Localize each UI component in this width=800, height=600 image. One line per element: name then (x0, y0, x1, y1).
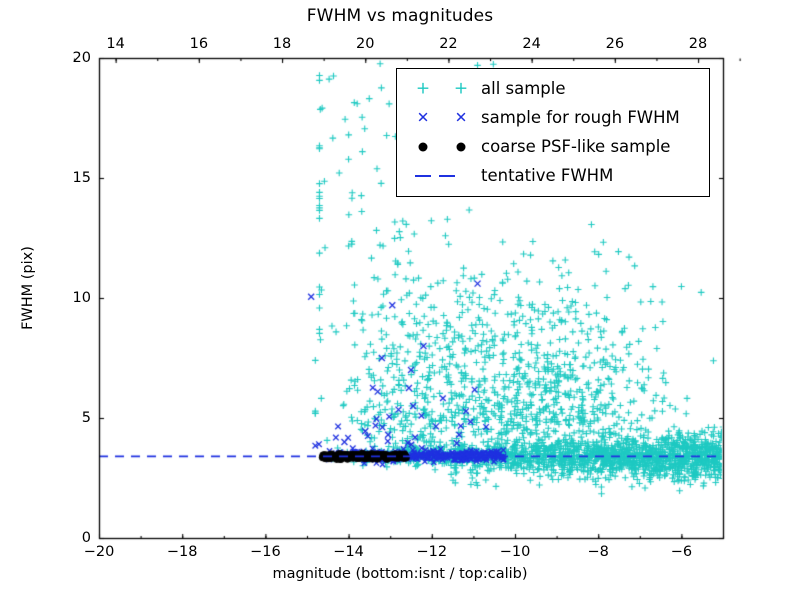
x-tick-bottom: −18 (166, 544, 198, 560)
x-tick-bottom: −10 (499, 544, 531, 560)
x-tick-top: 16 (189, 36, 209, 52)
y-tick: 5 (81, 410, 91, 426)
x-tick-bottom: −14 (333, 544, 364, 560)
legend-label-psf-like: coarse PSF-like sample (481, 137, 671, 156)
x-tick-top: 22 (439, 36, 458, 52)
y-tick: 15 (72, 170, 91, 186)
dash-segment-icon (439, 174, 455, 177)
y-tick: 20 (72, 50, 91, 66)
chart-title: FWHM vs magnitudes (306, 6, 494, 26)
x-tick-top: 28 (688, 36, 708, 52)
legend-marker-all-sample: + + (405, 77, 481, 101)
x-tick-top: 20 (356, 36, 375, 52)
legend-marker-psf-like (405, 135, 481, 159)
legend-item-tentative-fwhm: tentative FWHM (405, 161, 701, 190)
x-axis-label: magnitude (bottom:isnt / top:calib) (272, 566, 528, 582)
cross-icon: ✕ (416, 108, 430, 126)
x-tick-bottom: −12 (416, 544, 448, 560)
x-tick-bottom: −6 (670, 544, 693, 560)
cross-icon: ✕ (454, 108, 468, 126)
legend-label-all-sample: all sample (481, 79, 566, 98)
dash-segment-icon (415, 174, 431, 177)
legend-item-rough-fwhm: ✕ ✕ sample for rough FWHM (405, 103, 701, 132)
legend-marker-tentative-fwhm (405, 164, 481, 188)
plus-icon: + (415, 78, 431, 98)
x-tick-top: 24 (522, 36, 541, 52)
y-tick: 0 (81, 530, 91, 546)
plus-icon: + (453, 78, 469, 98)
dot-icon (456, 142, 466, 151)
dot-icon (418, 142, 428, 151)
legend-marker-rough-fwhm: ✕ ✕ (405, 106, 481, 130)
y-tick: 10 (72, 290, 91, 306)
x-tick-bottom: −8 (587, 544, 609, 560)
y-axis-label: FWHM (pix) (20, 246, 36, 330)
legend-label-tentative-fwhm: tentative FWHM (481, 166, 614, 185)
x-tick-top: 18 (272, 36, 292, 52)
x-tick-top: 14 (106, 36, 125, 52)
chart-legend: + + all sample ✕ ✕ sample for rough FWHM… (396, 68, 710, 197)
legend-label-rough-fwhm: sample for rough FWHM (481, 108, 680, 127)
x-tick-top: 26 (605, 36, 625, 52)
legend-item-psf-like: coarse PSF-like sample (405, 132, 701, 161)
legend-item-all-sample: + + all sample (405, 74, 701, 103)
x-tick-bottom: −20 (83, 544, 115, 560)
x-tick-bottom: −16 (250, 544, 281, 560)
